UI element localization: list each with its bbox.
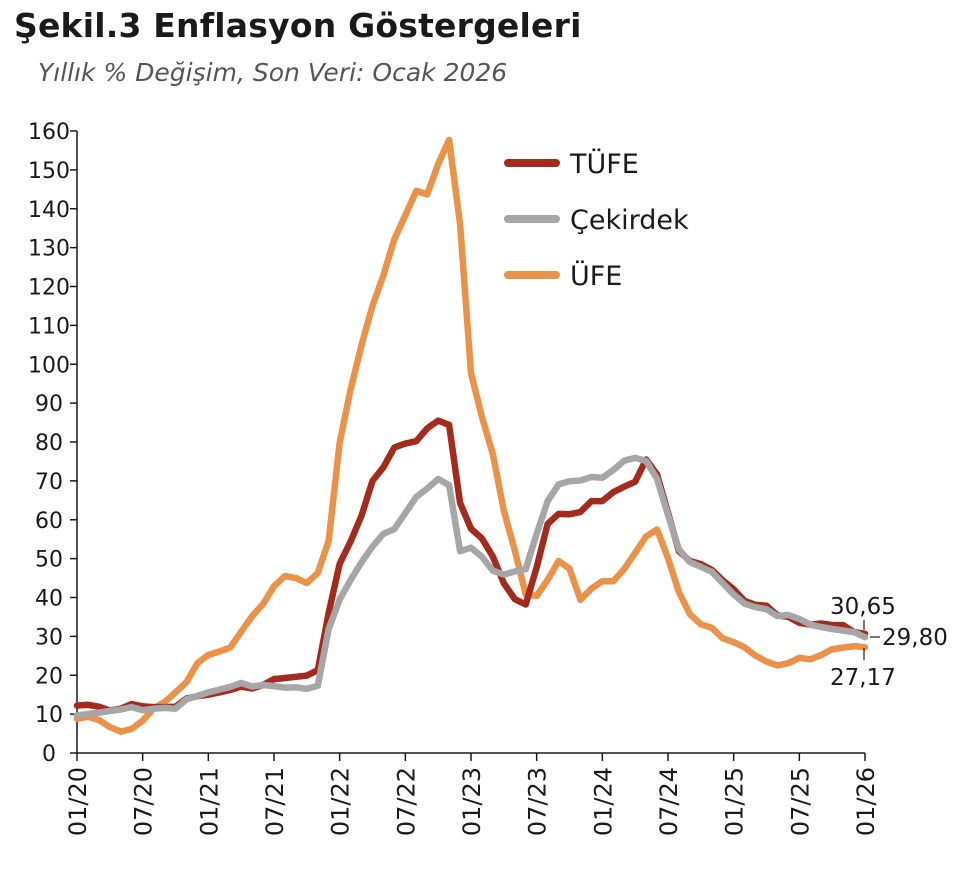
chart-subtitle: Yıllık % Değişim, Son Veri: Ocak 2026 <box>38 58 508 87</box>
x-tick-label: 01/22 <box>327 767 355 836</box>
legend-label-tufe: TÜFE <box>569 148 639 180</box>
end-label-cekirdek: 29,80 <box>882 625 948 651</box>
x-tick-label: 07/20 <box>130 767 158 836</box>
end-label-tufe: 30,65 <box>830 594 896 620</box>
y-tick-label: 80 <box>35 431 63 456</box>
y-tick-label: 60 <box>35 509 63 534</box>
y-tick-label: 140 <box>28 198 70 223</box>
y-tick-label: 120 <box>28 276 70 301</box>
chart-lines <box>73 136 869 735</box>
y-tick-label: 10 <box>35 703 63 728</box>
x-tick-label: 07/21 <box>261 767 289 836</box>
y-tick-label: 50 <box>35 548 63 573</box>
x-tick-label: 01/25 <box>721 767 749 836</box>
x-tick-label: 01/20 <box>64 767 92 836</box>
x-tick-label: 07/22 <box>392 767 420 836</box>
y-tick-label: 110 <box>28 314 70 339</box>
end-label-ufe: 27,17 <box>830 665 896 691</box>
legend-label-ufe: ÜFE <box>570 260 622 292</box>
chart-legend: TÜFE Çekirdek ÜFE <box>504 148 689 292</box>
x-tick-label: 07/24 <box>655 767 683 836</box>
y-tick-label: 100 <box>28 353 70 378</box>
y-tick-label: 90 <box>35 392 63 417</box>
chart-title: Şekil.3 Enflasyon Göstergeleri <box>14 6 582 45</box>
x-tick-label: 07/25 <box>786 767 814 836</box>
x-tick-label: 01/21 <box>195 767 223 836</box>
y-tick-label: 150 <box>28 159 70 184</box>
y-tick-label: 130 <box>28 237 70 262</box>
y-tick-label: 40 <box>35 587 63 612</box>
y-tick-label: 30 <box>35 625 63 650</box>
y-tick-label: 0 <box>42 742 56 767</box>
x-tick-label: 07/23 <box>524 767 552 836</box>
legend-label-cekirdek: Çekirdek <box>570 205 689 236</box>
x-tick-label: 01/23 <box>458 767 486 836</box>
y-tick-label: 70 <box>35 470 63 495</box>
series-line-ufe <box>73 136 869 735</box>
y-tick-label: 160 <box>28 120 70 145</box>
series-line-cekirdek <box>73 454 869 719</box>
x-tick-label: 01/26 <box>852 767 880 836</box>
chart-axes: 0 10 20 30 40 50 60 70 80 90 100 110 120 130 140 150 160… <box>28 120 880 836</box>
x-tick-label: 01/24 <box>589 767 617 836</box>
end-value-labels: 30,65 29,80 27,17 <box>830 594 948 691</box>
y-tick-label: 20 <box>35 664 63 689</box>
